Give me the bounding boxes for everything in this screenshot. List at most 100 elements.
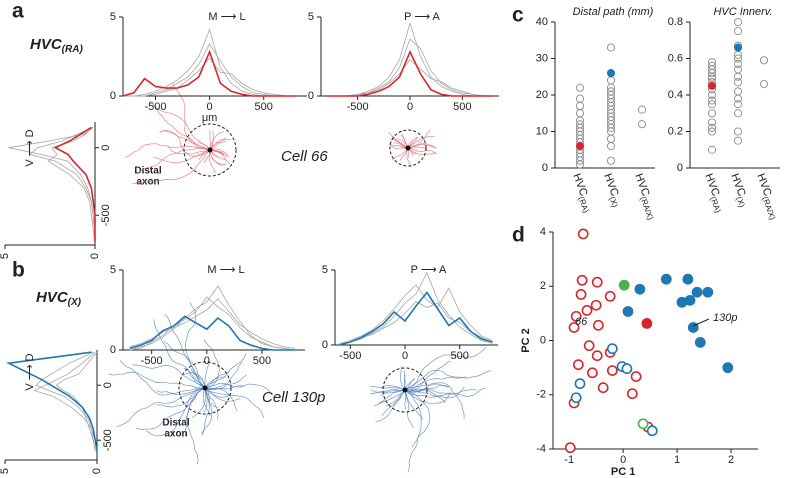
hvc-boundary <box>382 367 428 413</box>
value-tick-label: 5 <box>0 253 11 259</box>
point <box>618 279 630 291</box>
category-subscript: (X) <box>734 196 746 209</box>
point <box>575 156 585 165</box>
annotation: 66 <box>575 316 588 328</box>
y-tick-label: 0 <box>677 162 683 174</box>
panel-letter: d <box>512 224 525 247</box>
hvc-boundary <box>183 123 237 177</box>
point <box>702 286 714 298</box>
neuron-branch <box>192 387 207 419</box>
soma <box>207 147 213 153</box>
trace <box>47 127 96 243</box>
y-tick-label: 0 <box>542 162 548 174</box>
point <box>570 392 582 404</box>
y-tick-label: -2 <box>536 389 546 401</box>
category-subscript: (RA/X) <box>760 196 777 222</box>
soma <box>402 387 408 393</box>
neuron-branch <box>373 389 406 407</box>
y-tick-label: 5 <box>110 264 116 276</box>
neuron-branch <box>190 368 206 389</box>
y-tick-label: 0.2 <box>668 125 683 137</box>
neuron-branch <box>108 371 206 389</box>
neuron-branch <box>204 382 244 389</box>
point <box>733 65 743 74</box>
trace <box>55 351 98 452</box>
point <box>591 350 603 362</box>
point <box>637 418 649 430</box>
x-tick-label: -500 <box>339 350 361 362</box>
neuron-branch <box>201 387 213 434</box>
x-tick-label: -500 <box>347 101 369 113</box>
neuron-branch <box>204 387 232 398</box>
trace <box>123 28 297 97</box>
point <box>572 359 584 371</box>
point <box>570 310 582 322</box>
trace <box>326 59 494 97</box>
point <box>733 78 743 87</box>
trace <box>339 291 493 346</box>
neuron-branch <box>156 387 206 394</box>
category-name: HVC <box>728 172 747 198</box>
value-tick-label: 0 <box>89 253 101 259</box>
hvc-boundary <box>389 129 427 167</box>
neuron-branch <box>370 386 406 391</box>
neuron-branch <box>404 389 424 420</box>
neuron-branch <box>404 378 416 391</box>
y-tick-label: 4 <box>540 226 546 238</box>
neuron-branch <box>204 362 243 390</box>
trace <box>122 49 297 97</box>
panel-letter: b <box>12 259 25 282</box>
point <box>568 322 580 333</box>
group-subscript: (RA) <box>62 44 84 55</box>
point <box>733 109 743 118</box>
trace <box>326 38 494 97</box>
point <box>583 340 595 352</box>
neuron-branch <box>209 149 222 166</box>
neuron-branch <box>203 339 220 389</box>
neuron-branch <box>404 347 487 391</box>
soma <box>405 145 411 151</box>
y-tick-label: 10 <box>536 125 548 137</box>
trace <box>129 285 296 351</box>
neuron-branch <box>132 149 211 184</box>
neuron-branch <box>185 302 206 389</box>
neuron-branch <box>125 143 211 158</box>
trace <box>339 300 493 344</box>
y-tick-label: 2 <box>540 280 546 292</box>
neuron-branch <box>209 138 231 151</box>
neuron-branch <box>209 149 227 161</box>
neuron-branch <box>385 389 406 406</box>
point <box>574 378 586 390</box>
trace <box>123 43 297 97</box>
neuron-branch <box>388 143 409 149</box>
neuron-branch <box>204 363 210 389</box>
category-name: HVC <box>754 172 773 198</box>
chart-title: Distal path (mm) <box>573 6 654 18</box>
neuron-branch <box>404 376 467 391</box>
panel-letter: a <box>12 0 24 23</box>
point <box>733 54 743 63</box>
category-label: HVC(X) <box>599 172 624 209</box>
point <box>646 425 658 437</box>
neuron-branch <box>156 387 206 408</box>
axon-label: axon <box>164 429 187 440</box>
neuron-branch <box>403 370 406 391</box>
point <box>626 388 638 400</box>
axon-label: axon <box>136 177 159 188</box>
x-tick-label: -1 <box>564 454 574 466</box>
point <box>576 274 588 286</box>
x-tick-label: 500 <box>453 101 471 113</box>
point <box>733 87 743 96</box>
point <box>577 228 589 240</box>
point <box>641 318 653 329</box>
y-tick-label: 0 <box>110 90 116 102</box>
neuron-branch <box>404 389 451 405</box>
neuron-branch <box>209 130 225 151</box>
point <box>606 156 616 165</box>
trace <box>29 127 96 243</box>
axis-title: V ⟶ D <box>24 353 36 390</box>
x-tick-label: 0 <box>207 101 213 113</box>
neuron-branch <box>404 369 491 391</box>
neuron-branch <box>183 367 206 389</box>
